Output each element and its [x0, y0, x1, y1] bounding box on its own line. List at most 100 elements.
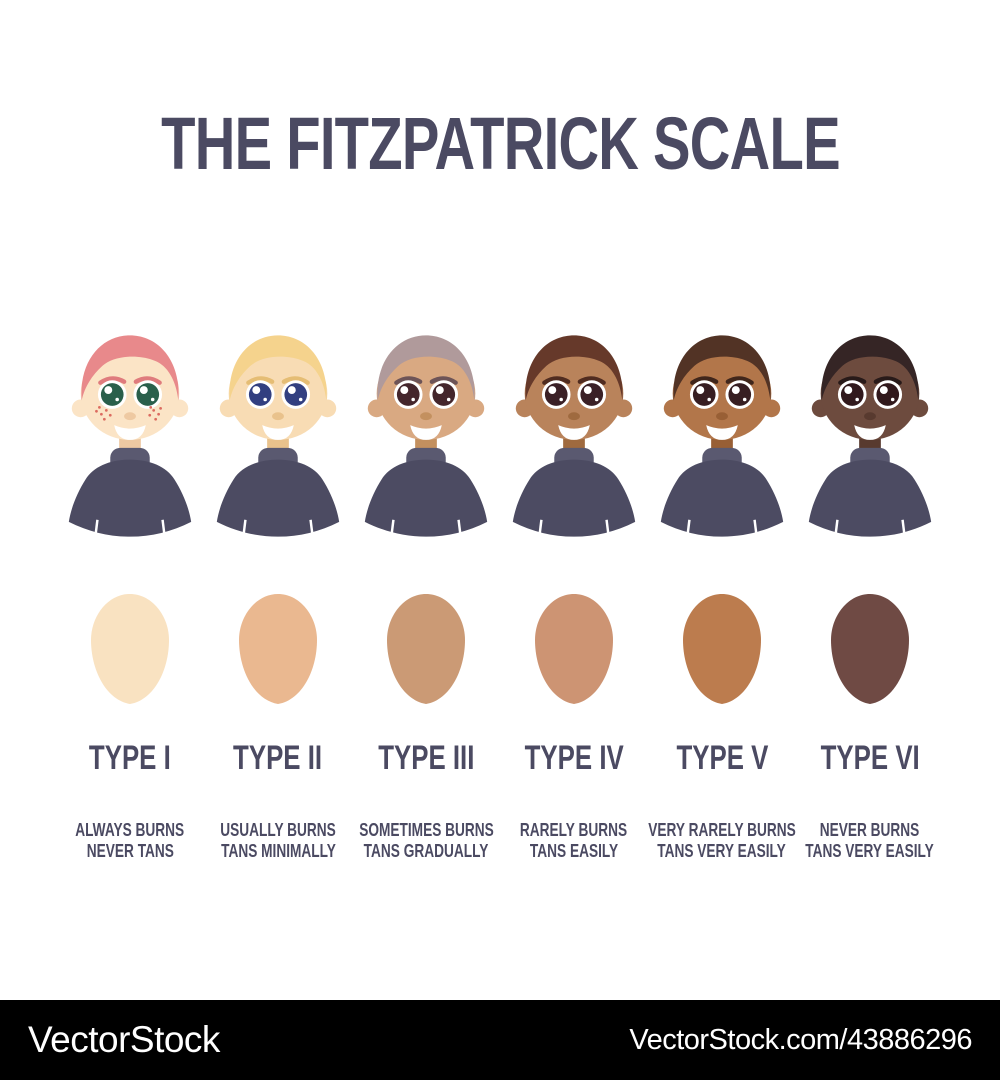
hair — [821, 335, 919, 401]
page-title-text: THE FITZPATRICK SCALE — [160, 102, 840, 185]
eyebrow-right — [725, 376, 754, 385]
sleeve-slit-left — [538, 519, 543, 536]
type-description-2: USUALLY BURNS TANS MINIMALLY — [220, 820, 336, 861]
type-column-1: TYPE I ALWAYS BURNS NEVER TANS — [56, 330, 204, 862]
head — [80, 347, 180, 440]
type-column-3: TYPE III SOMETIMES BURNS TANS GRADUALLY — [352, 330, 500, 862]
skin-swatch-type-3 — [387, 594, 465, 704]
mouth-smile — [114, 425, 146, 440]
eyebrow-right — [281, 376, 310, 385]
skin-swatch-type-6 — [831, 594, 909, 704]
eye-right — [725, 380, 755, 409]
skin-swatch-type-1 — [91, 594, 169, 704]
type-column-4: TYPE IV RARELY BURNS TANS EASILY — [500, 330, 648, 862]
person-avatar — [512, 335, 636, 537]
avatar-type-2 — [204, 330, 352, 538]
type-column-6: TYPE VI NEVER BURNS TANS VERY EASILY — [796, 330, 944, 862]
skin-swatch-shape — [91, 594, 169, 704]
hair — [81, 335, 179, 401]
hair — [673, 335, 771, 401]
head — [820, 347, 920, 440]
type-label-1: TYPE I — [89, 739, 171, 777]
person-avatar — [68, 335, 192, 537]
vectorstock-url: VectorStock.com/43886296 — [629, 1023, 972, 1056]
head — [228, 347, 328, 440]
type-label-4: TYPE IV — [524, 739, 624, 777]
type-label-5: TYPE V — [676, 739, 768, 777]
type-label-3: TYPE III — [377, 739, 475, 777]
type-description-5: VERY RARELY BURNS TANS VERY EASILY — [648, 820, 796, 861]
nose — [272, 412, 284, 421]
mouth-smile — [558, 425, 590, 440]
avatar-type-5 — [648, 330, 796, 538]
eye-left — [541, 380, 571, 409]
hair — [525, 335, 623, 401]
eyebrow-left — [98, 376, 127, 385]
eyebrow-right — [429, 376, 458, 385]
avatar-type-1 — [56, 330, 204, 538]
skin-swatch-type-5 — [683, 594, 761, 704]
type-label-2: TYPE II — [233, 739, 323, 777]
type-description-1: ALWAYS BURNS NEVER TANS — [75, 820, 185, 861]
eyebrow-left — [690, 376, 719, 385]
torso-shirt — [68, 459, 192, 537]
mouth-smile — [410, 425, 442, 440]
eyebrow-left — [246, 376, 275, 385]
skin-swatch-type-4 — [535, 594, 613, 704]
eyebrow-right — [133, 376, 162, 385]
eyebrow-left — [542, 376, 571, 385]
type-description-3: SOMETIMES BURNS TANS GRADUALLY — [358, 820, 494, 861]
nose — [716, 412, 728, 421]
skin-swatch-shape — [387, 594, 465, 704]
hair — [377, 335, 475, 401]
torso-shirt — [216, 459, 340, 537]
eye-left — [97, 380, 127, 409]
skin-swatch-shape — [535, 594, 613, 704]
eye-left — [393, 380, 423, 409]
eye-left — [689, 380, 719, 409]
person-avatar — [364, 335, 488, 537]
type-column-5: TYPE V VERY RARELY BURNS TANS VERY EASIL… — [648, 330, 796, 862]
person-avatar — [660, 335, 784, 537]
eye-right — [133, 380, 163, 409]
fitzpatrick-types-grid: TYPE I ALWAYS BURNS NEVER TANS — [56, 330, 944, 862]
eye-left — [245, 380, 275, 409]
nose — [864, 412, 876, 421]
nose — [420, 412, 432, 421]
sleeve-slit-right — [309, 519, 314, 536]
person-avatar — [808, 335, 932, 537]
type-description-6: NEVER BURNS TANS VERY EASILY — [805, 820, 935, 861]
page-title: THE FITZPATRICK SCALE — [0, 104, 1000, 184]
sleeve-slit-left — [242, 519, 247, 536]
hair — [229, 335, 327, 401]
torso-shirt — [808, 459, 932, 537]
sleeve-slit-right — [457, 519, 462, 536]
sleeve-slit-right — [605, 519, 610, 536]
eye-right — [873, 380, 903, 409]
avatar-type-6 — [796, 330, 944, 538]
eye-left — [837, 380, 867, 409]
skin-swatch-shape — [831, 594, 909, 704]
head — [672, 347, 772, 440]
sleeve-slit-right — [161, 519, 166, 536]
mouth-smile — [854, 425, 886, 440]
skin-swatch-shape — [683, 594, 761, 704]
vectorstock-logo: VectorStock — [28, 1019, 220, 1060]
watermark-bar: VectorStock VectorStock.com/43886296 — [0, 1000, 1000, 1080]
eye-right — [577, 380, 607, 409]
torso-shirt — [512, 459, 636, 537]
torso-shirt — [364, 459, 488, 537]
avatar-type-3 — [352, 330, 500, 538]
sleeve-slit-left — [94, 519, 99, 536]
skin-swatch-shape — [239, 594, 317, 704]
freckles — [95, 405, 162, 421]
type-description-4: RARELY BURNS TANS EASILY — [520, 820, 628, 861]
skin-swatch-type-2 — [239, 594, 317, 704]
sleeve-slit-left — [390, 519, 395, 536]
sleeve-slit-right — [901, 519, 906, 536]
torso-shirt — [660, 459, 784, 537]
mouth-smile — [262, 425, 294, 440]
sleeve-slit-left — [834, 519, 839, 536]
head — [524, 347, 624, 440]
eyebrow-left — [394, 376, 423, 385]
